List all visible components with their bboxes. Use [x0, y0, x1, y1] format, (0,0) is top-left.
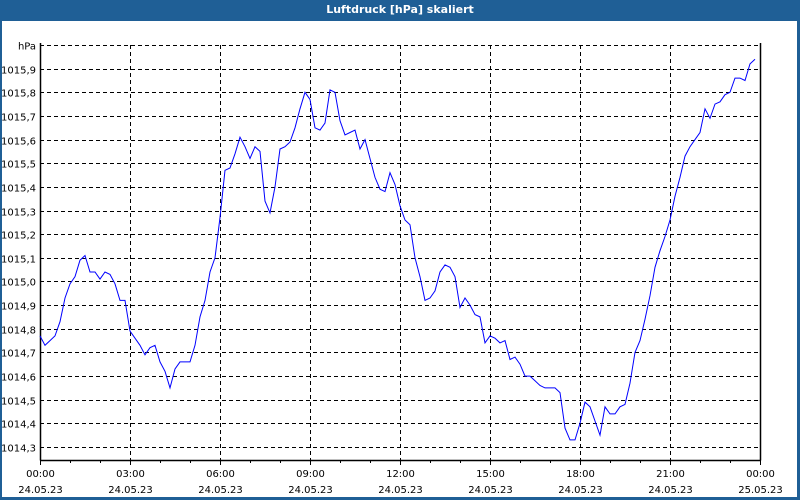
- y-tick-label: hPa: [18, 42, 36, 53]
- x-tick-time: 09:00: [296, 469, 325, 480]
- x-tick-time: 00:00: [746, 469, 775, 480]
- y-tick-label: 1015,2: [1, 231, 36, 242]
- x-tick-time: 00:00: [26, 469, 55, 480]
- y-tick-label: 1015,6: [1, 137, 36, 148]
- y-tick-label: 1015,4: [1, 184, 36, 195]
- x-tick-date: 24.05.23: [198, 485, 243, 496]
- x-tick-time: 15:00: [476, 469, 505, 480]
- y-tick-label: 1015,3: [1, 208, 36, 219]
- x-tick-date: 24.05.23: [288, 485, 333, 496]
- y-tick-label: 1015,9: [1, 66, 36, 77]
- y-tick-label: 1014,4: [1, 420, 36, 431]
- x-tick-time: 12:00: [386, 469, 415, 480]
- y-tick-label: 1015,5: [1, 160, 36, 171]
- x-tick-date: 25.05.23: [738, 485, 783, 496]
- y-tick-label: 1014,6: [1, 373, 36, 384]
- y-tick-label: 1014,9: [1, 302, 36, 313]
- x-tick-date: 24.05.23: [558, 485, 603, 496]
- y-tick-label: 1014,5: [1, 397, 36, 408]
- y-tick-label: 1015,0: [1, 278, 36, 289]
- x-tick-date: 24.05.23: [108, 485, 153, 496]
- x-tick-date: 24.05.23: [378, 485, 423, 496]
- x-tick-time: 18:00: [566, 469, 595, 480]
- y-tick-label: 1015,7: [1, 113, 36, 124]
- y-tick-label: 1014,7: [1, 349, 36, 360]
- y-tick-label: 1015,1: [1, 255, 36, 266]
- y-tick-label: 1014,3: [1, 444, 36, 455]
- x-tick-time: 03:00: [116, 469, 145, 480]
- x-tick-time: 21:00: [656, 469, 685, 480]
- x-tick-date: 24.05.23: [18, 485, 63, 496]
- y-tick-label: 1015,8: [1, 89, 36, 100]
- y-tick-label: 1014,8: [1, 326, 36, 337]
- x-tick-time: 06:00: [206, 469, 235, 480]
- window-title: Luftdruck [hPa] skaliert: [0, 0, 800, 21]
- series-line-luftdruck: [39, 58, 756, 441]
- x-tick-date: 24.05.23: [468, 485, 513, 496]
- x-tick-date: 24.05.23: [648, 485, 693, 496]
